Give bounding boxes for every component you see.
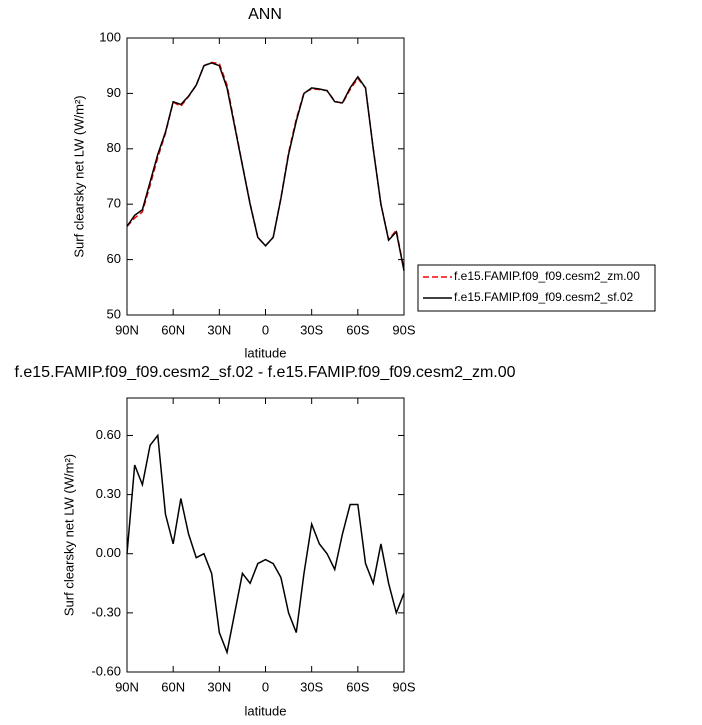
x-tick-label: 90N <box>115 322 139 337</box>
y-tick-label: 90 <box>107 85 121 100</box>
x-tick-label: 60N <box>161 679 185 694</box>
x-axis-label: latitude <box>245 345 287 360</box>
plot-frame <box>126 397 405 673</box>
y-axis-label: Surf clearsky net LW (W/m²) <box>71 95 86 257</box>
x-axis-label: latitude <box>245 703 287 718</box>
y-tick-label: 0.00 <box>96 545 121 560</box>
legend-label: f.e15.FAMIP.f09_f09.cesm2_sf.02 <box>454 290 634 304</box>
x-tick-label: 30N <box>207 322 231 337</box>
chart-title: ANN <box>248 6 282 23</box>
x-tick-label: 30N <box>207 679 231 694</box>
y-axis-label: Surf clearsky net LW (W/m²) <box>61 454 76 616</box>
x-tick-label: 60S <box>346 679 369 694</box>
chart-title: f.e15.FAMIP.f09_f09.cesm2_sf.02 - f.e15.… <box>14 364 515 381</box>
y-tick-label: 0.60 <box>96 427 121 442</box>
data-line <box>126 61 405 270</box>
x-tick-label: 0 <box>262 322 269 337</box>
x-tick-label: 30S <box>300 679 323 694</box>
x-tick-label: 0 <box>262 679 269 694</box>
legend-label: f.e15.FAMIP.f09_f09.cesm2_zm.00 <box>454 269 640 283</box>
y-tick-label: 100 <box>99 29 121 44</box>
x-tick-label: 90N <box>115 679 139 694</box>
data-line <box>126 62 405 271</box>
x-tick-label: 30S <box>300 322 323 337</box>
data-line <box>126 433 405 655</box>
y-tick-label: 70 <box>107 196 121 211</box>
x-tick-label: 60S <box>346 322 369 337</box>
x-tick-label: 90S <box>392 322 415 337</box>
x-tick-label: 60N <box>161 322 185 337</box>
y-tick-label: 50 <box>107 306 121 321</box>
y-tick-label: -0.60 <box>91 663 121 678</box>
x-tick-label: 90S <box>392 679 415 694</box>
y-tick-label: 60 <box>107 251 121 266</box>
y-tick-label: 0.30 <box>96 486 121 501</box>
y-tick-label: 80 <box>107 140 121 155</box>
legend-box <box>417 264 656 312</box>
y-tick-label: -0.30 <box>91 604 121 619</box>
plot-frame <box>126 37 405 316</box>
